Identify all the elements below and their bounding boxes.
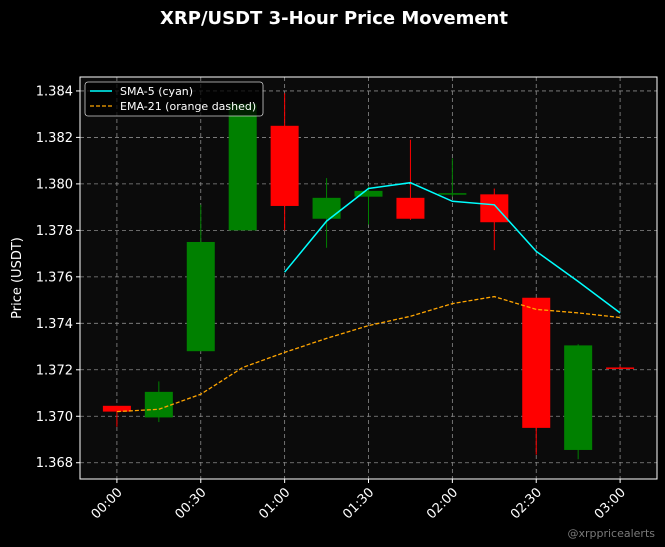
x-tick-label: 01:30 [340, 485, 377, 522]
y-tick-label: 1.370 [36, 410, 73, 425]
y-tick-label: 1.374 [36, 317, 73, 332]
x-tick-label: 00:00 [89, 485, 126, 522]
legend-label-sma: SMA-5 (cyan) [120, 85, 193, 98]
candle-body [312, 197, 341, 219]
y-tick-label: 1.380 [36, 177, 73, 192]
y-tick-label: 1.382 [36, 131, 73, 146]
candle-body [144, 391, 173, 418]
ema-line [116, 295, 621, 413]
candles [102, 93, 635, 460]
candle-body [480, 194, 509, 223]
candle-body [186, 241, 215, 352]
candle-body [396, 197, 425, 219]
legend: SMA-5 (cyan) EMA-21 (orange dashed) [84, 81, 264, 117]
x-tick-label: 02:30 [508, 485, 545, 522]
x-tick-label: 03:00 [592, 485, 629, 522]
candle-body [522, 297, 551, 428]
watermark: @xrppricealerts [567, 527, 655, 540]
grid [80, 77, 657, 479]
x-axis: 00:00 00:30 01:00 01:30 02:00 02:30 03:00 [89, 479, 629, 522]
y-tick-label: 1.372 [36, 363, 73, 378]
x-tick-label: 02:00 [424, 485, 461, 522]
y-tick-label: 1.384 [36, 84, 73, 99]
x-tick-label: 00:30 [172, 485, 209, 522]
candle-body [102, 405, 131, 412]
y-axis: 1.368 1.370 1.372 1.374 1.376 1.378 1.380 1.382… [36, 84, 80, 471]
sma-line [284, 181, 621, 314]
x-tick-label: 01:00 [256, 485, 293, 522]
indicator-lines [116, 181, 621, 413]
y-tick-label: 1.376 [36, 270, 73, 285]
y-tick-label: 1.368 [36, 456, 73, 471]
chart-title: XRP/USDT 3-Hour Price Movement [160, 8, 508, 29]
candle-body [438, 193, 467, 195]
y-axis-label: Price (USDT) [10, 237, 25, 319]
y-tick-label: 1.378 [36, 224, 73, 239]
candle-body [228, 103, 257, 231]
candle-body [270, 125, 299, 206]
legend-label-ema: EMA-21 (orange dashed) [120, 100, 256, 113]
candle-body [564, 345, 593, 450]
candle-body [606, 367, 635, 369]
legend-box [84, 81, 264, 117]
candle-body [354, 190, 383, 197]
